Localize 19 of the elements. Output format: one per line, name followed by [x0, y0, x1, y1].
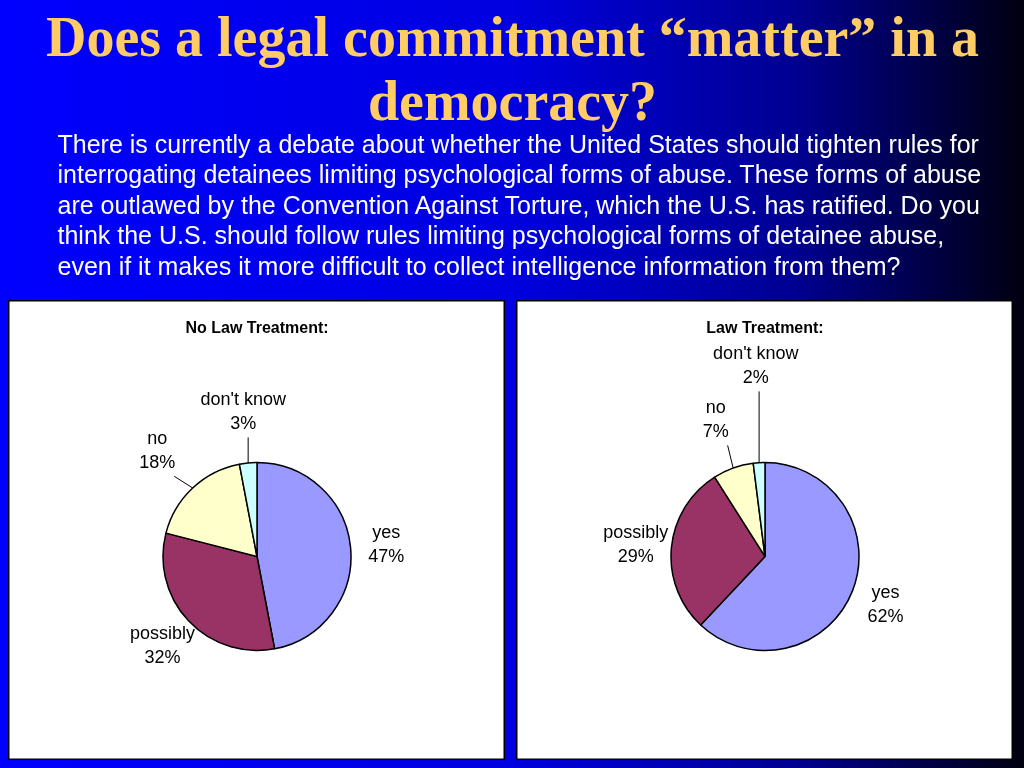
data-label: 2%	[742, 367, 769, 388]
data-label: 62%	[867, 606, 904, 627]
data-label: 47%	[368, 546, 405, 567]
data-label: 18%	[139, 452, 176, 473]
chart-title: No Law Treatment:	[185, 319, 329, 336]
slice-label: don't know	[713, 343, 800, 364]
slice-label: don't know	[200, 389, 288, 410]
chart-title: Law Treatment:	[706, 319, 824, 336]
slice-label: no	[705, 397, 726, 418]
data-label: 32%	[144, 647, 181, 668]
data-label: 7%	[702, 421, 729, 442]
slice-label: possibly	[129, 623, 195, 644]
slice-label: possibly	[603, 522, 669, 543]
data-label: 29%	[617, 546, 654, 567]
slice-label: yes	[372, 522, 401, 543]
data-label: 3%	[230, 413, 257, 434]
text: Does a legal commitment “matter” in a democracy?	[45, 5, 980, 132]
slice-label: no	[147, 428, 168, 449]
slice-label: yes	[871, 582, 900, 603]
